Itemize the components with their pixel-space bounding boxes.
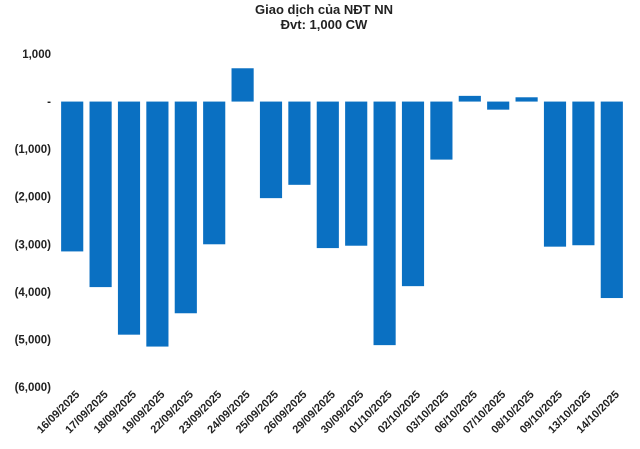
- chart-subtitle: Đvt: 1,000 CW: [281, 17, 368, 32]
- bar: [572, 101, 595, 246]
- bar: [345, 101, 368, 246]
- chart-title: Giao dịch của NĐT NN: [255, 2, 393, 17]
- bar: [259, 101, 283, 199]
- bar: [487, 101, 510, 110]
- x-axis: 16/09/202517/09/202518/09/202519/09/2025…: [35, 389, 622, 436]
- y-tick-label: -: [47, 97, 51, 109]
- bar: [61, 101, 84, 252]
- bar: [515, 97, 538, 102]
- bar: [146, 101, 169, 347]
- bars-group: [61, 68, 623, 347]
- y-axis: 1,000 - (1,000) (2,000) (3,000) (4,000) (5,000…: [15, 49, 52, 394]
- bar: [89, 101, 112, 288]
- y-tick-label: (5,000): [15, 334, 52, 346]
- bar: [316, 101, 339, 249]
- bar: [600, 101, 623, 299]
- y-tick-label: (1,000): [15, 144, 52, 156]
- bar: [288, 101, 311, 185]
- bar: [373, 101, 396, 346]
- y-tick-label: (2,000): [15, 192, 52, 204]
- y-tick-label: (3,000): [15, 239, 52, 251]
- bar: [117, 101, 141, 335]
- y-tick-label: (4,000): [15, 287, 52, 299]
- y-tick-label: (6,000): [15, 382, 52, 394]
- bar: [231, 68, 254, 102]
- bar: [543, 101, 567, 247]
- bar: [174, 101, 197, 314]
- bar: [401, 101, 425, 287]
- y-tick-label: 1,000: [22, 49, 51, 61]
- bar: [430, 101, 453, 160]
- bar: [458, 95, 481, 102]
- bar: [203, 101, 226, 245]
